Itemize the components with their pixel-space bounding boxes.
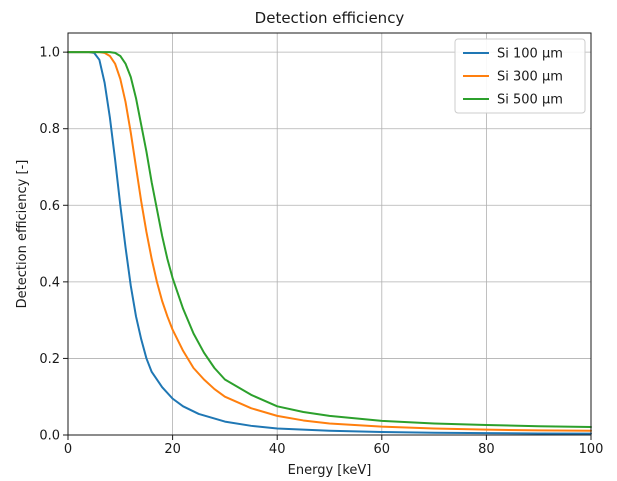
- y-tick-label: 0.6: [39, 199, 60, 214]
- y-tick-label: 0.8: [39, 122, 60, 137]
- y-tick-label: 0.2: [39, 352, 60, 367]
- legend-box: [454, 38, 586, 114]
- grid: [67, 33, 592, 436]
- y-tick-label: 0.4: [39, 275, 60, 290]
- x-tick-label: 40: [269, 442, 286, 457]
- legend: Si 100 μm Si 300 μm Si 500 μm: [454, 38, 586, 114]
- legend-label: Si 300 μm: [497, 70, 563, 85]
- series-line-2: [67, 51, 592, 432]
- legend-label: Si 100 μm: [497, 47, 563, 62]
- x-axis-title: Energy [keV]: [288, 463, 372, 478]
- legend-label: Si 500 μm: [497, 93, 563, 108]
- series-lines: [67, 51, 592, 435]
- plot-frame: [67, 32, 592, 436]
- y-axis-title: Detection efficiency [-]: [15, 160, 30, 309]
- x-tick-label: 60: [374, 442, 391, 457]
- chart-title: Detection efficiency: [255, 9, 405, 27]
- x-tick-label: 80: [478, 442, 495, 457]
- y-tick-label: 1.0: [39, 46, 60, 61]
- axis-ticks: 0 20 40 60 80 100 0.0 0.2 0.4 0.6 0.8 1.0: [39, 46, 603, 457]
- x-tick-label: 0: [64, 442, 72, 457]
- x-tick-label: 100: [579, 442, 604, 457]
- x-tick-label: 20: [164, 442, 181, 457]
- series-line-1: [67, 51, 592, 435]
- series-line-3: [67, 51, 592, 428]
- y-tick-label: 0.0: [39, 429, 60, 444]
